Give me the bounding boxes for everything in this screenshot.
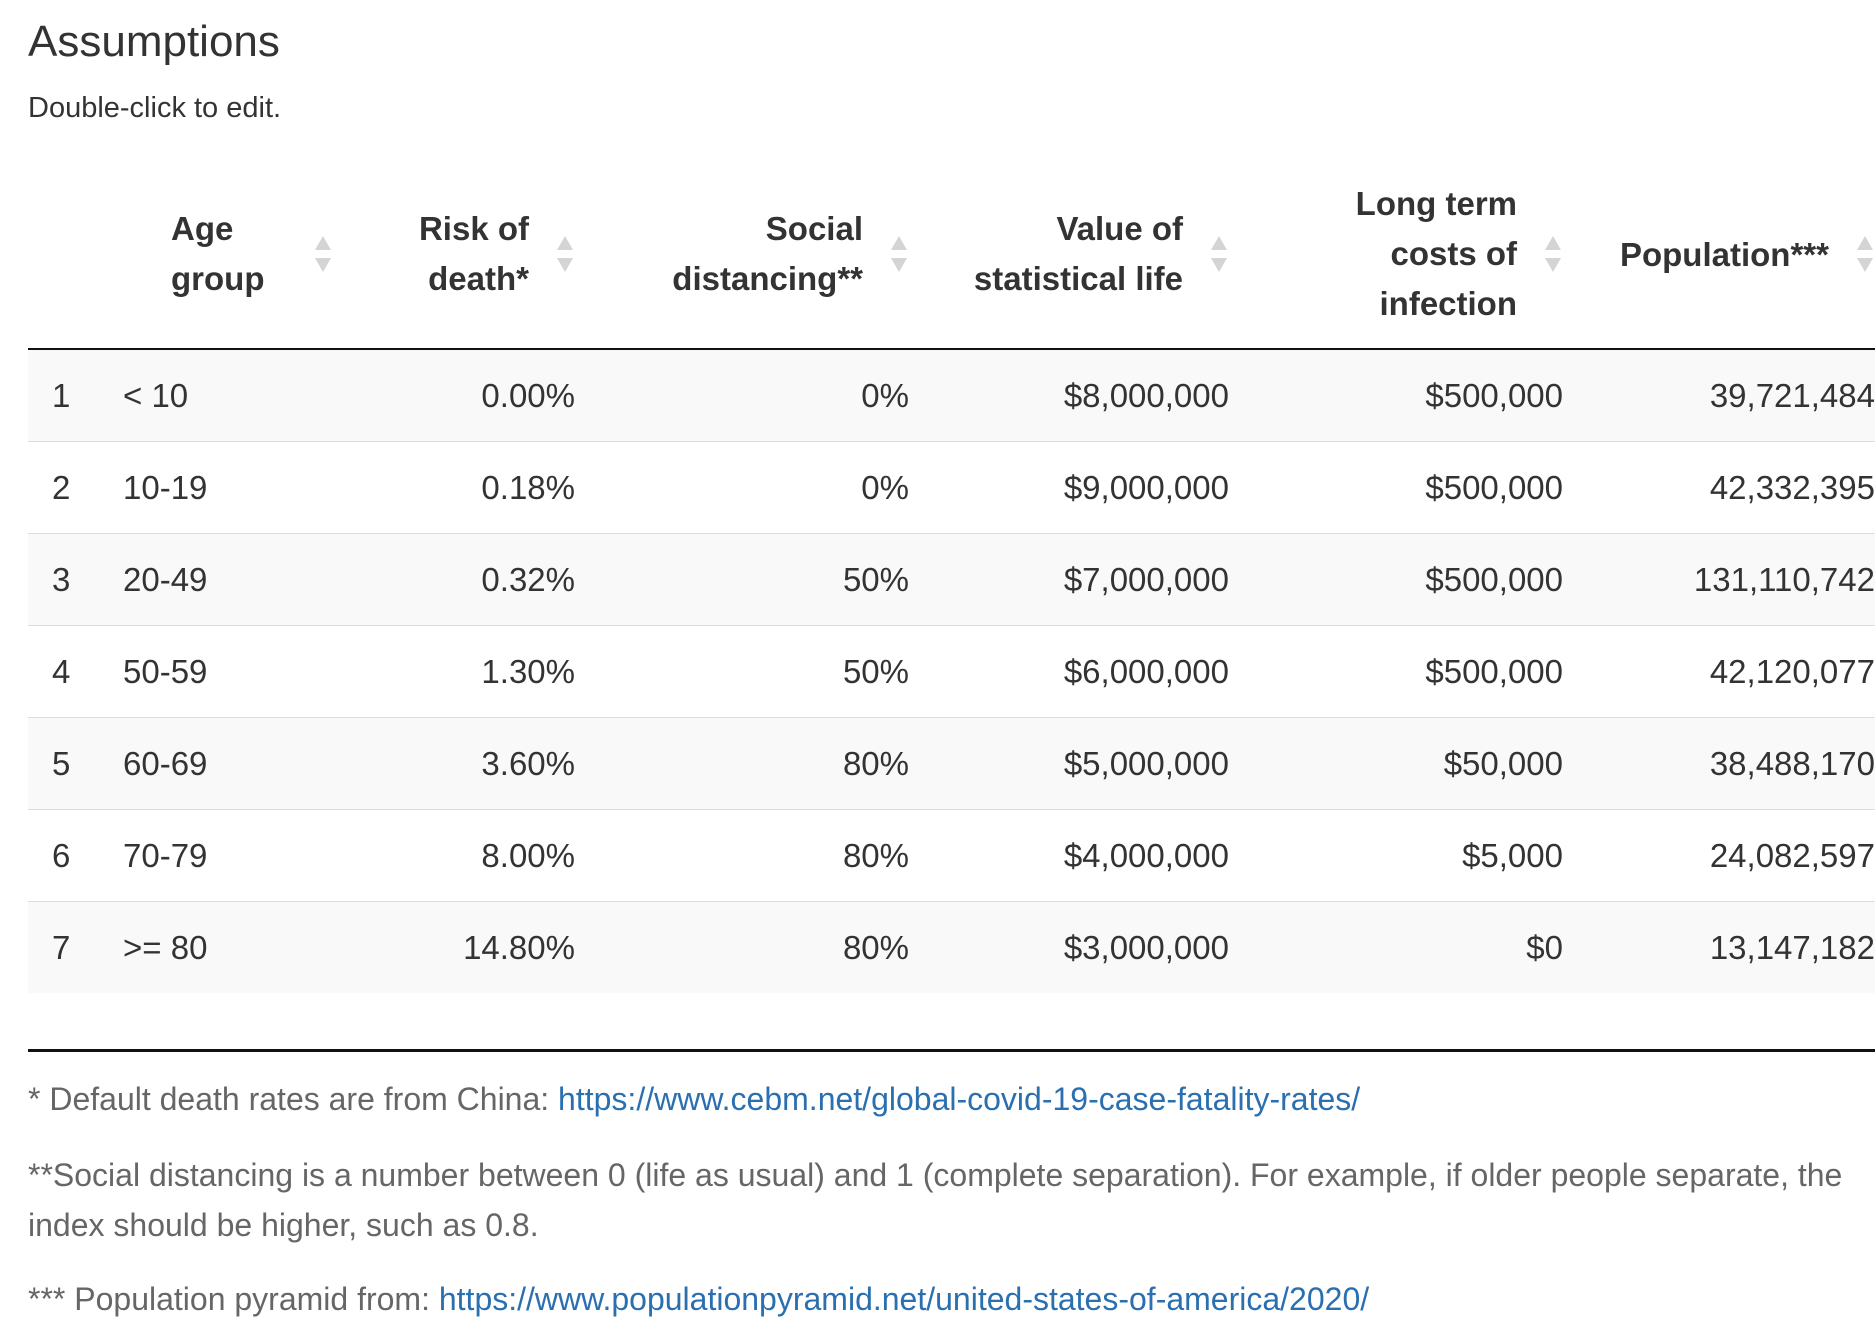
column-header-label: statistical life xyxy=(973,260,1183,297)
cell-value-of-statistical-life[interactable]: $6,000,000 xyxy=(909,625,1229,718)
cell-population[interactable]: 42,332,395 xyxy=(1563,441,1875,534)
cell-age-group[interactable]: 50-59 xyxy=(123,625,333,718)
table-row[interactable]: 5 60-69 3.60% 80% $5,000,000 $50,000 38,… xyxy=(28,717,1875,810)
cell-value-of-statistical-life[interactable]: $3,000,000 xyxy=(909,901,1229,993)
cell-risk-of-death[interactable]: 8.00% xyxy=(333,809,575,902)
cell-age-group[interactable]: 10-19 xyxy=(123,441,333,534)
row-index: 2 xyxy=(28,441,123,534)
cell-social-distancing[interactable]: 80% xyxy=(575,717,909,810)
table-row[interactable]: 2 10-19 0.18% 0% $9,000,000 $500,000 42,… xyxy=(28,441,1875,534)
cell-age-group[interactable]: 60-69 xyxy=(123,717,333,810)
cell-population[interactable]: 131,110,742 xyxy=(1563,533,1875,626)
cell-age-group[interactable]: 70-79 xyxy=(123,809,333,902)
column-header-label: Age xyxy=(171,210,234,247)
cebm-link[interactable]: https://www.cebm.net/global-covid-19-cas… xyxy=(558,1081,1361,1117)
cell-risk-of-death[interactable]: 1.30% xyxy=(333,625,575,718)
cell-social-distancing[interactable]: 80% xyxy=(575,809,909,902)
column-header-label: distancing** xyxy=(672,260,863,297)
cell-age-group[interactable]: < 10 xyxy=(123,377,189,414)
edit-hint: Double-click to edit. xyxy=(28,92,282,124)
cell-long-term-costs[interactable]: $50,000 xyxy=(1229,717,1563,810)
cell-risk-of-death[interactable]: 0.18% xyxy=(333,441,575,534)
row-index: 7 xyxy=(28,901,123,993)
cell-social-distancing[interactable]: 80% xyxy=(575,901,909,993)
cell-risk-of-death[interactable]: 0.32% xyxy=(333,533,575,626)
cell-population[interactable]: 13,147,182 xyxy=(1563,901,1875,993)
cell-value-of-statistical-life[interactable]: $9,000,000 xyxy=(909,441,1229,534)
column-header-value-of-statistical-life[interactable]: Value of statistical life xyxy=(909,160,1229,350)
cell-population[interactable]: 42,120,077 xyxy=(1563,625,1875,718)
table-row[interactable]: 6 70-79 8.00% 80% $4,000,000 $5,000 24,0… xyxy=(28,809,1875,902)
cell-value-of-statistical-life[interactable]: $5,000,000 xyxy=(909,717,1229,810)
column-header-label: Social xyxy=(765,210,863,247)
footnote-social-distancing: **Social distancing is a number between … xyxy=(28,1157,1843,1243)
column-header-label: costs of xyxy=(1390,235,1517,272)
row-index: 5 xyxy=(28,717,123,810)
cell-social-distancing[interactable]: 50% xyxy=(575,533,909,626)
cell-long-term-costs[interactable]: $500,000 xyxy=(1425,377,1563,414)
cell-long-term-costs[interactable]: $0 xyxy=(1229,901,1563,993)
assumptions-table: Age group Risk of death* xyxy=(28,160,1875,993)
cell-population[interactable]: 39,721,484 xyxy=(1709,377,1875,414)
sort-both-icon[interactable] xyxy=(889,232,909,276)
row-index: 6 xyxy=(28,809,123,902)
column-header-label: Risk of xyxy=(418,210,529,247)
column-header-label: group xyxy=(171,260,265,297)
cell-long-term-costs[interactable]: $500,000 xyxy=(1229,625,1563,718)
column-header-long-term-costs[interactable]: Long term costs of infection xyxy=(1229,160,1563,350)
row-index: 1 xyxy=(52,377,71,414)
column-header-label: Population*** xyxy=(1619,236,1829,274)
footnote-text: *** Population pyramid from: xyxy=(28,1281,439,1317)
table-body: 1 < 10 0.00% 0% $8,000,000 $500,000 39,7… xyxy=(28,349,1875,993)
cell-social-distancing[interactable]: 0% xyxy=(861,377,909,414)
cell-population[interactable]: 24,082,597 xyxy=(1563,809,1875,902)
column-header-label: Value of xyxy=(1056,210,1183,247)
row-index: 3 xyxy=(28,533,123,626)
footnote-text: * Default death rates are from China: xyxy=(28,1081,559,1117)
table-row[interactable]: 1 < 10 0.00% 0% $8,000,000 $500,000 39,7… xyxy=(28,349,1875,442)
footnote-population: *** Population pyramid from: https://www… xyxy=(28,1274,1848,1324)
column-header-label: Long term xyxy=(1355,185,1517,222)
footnote-death-rates: * Default death rates are from China: ht… xyxy=(28,1074,1848,1124)
sort-both-icon[interactable] xyxy=(1209,232,1229,276)
table-header-row: Age group Risk of death* xyxy=(28,160,1875,350)
cell-long-term-costs[interactable]: $5,000 xyxy=(1229,809,1563,902)
population-pyramid-link[interactable]: https://www.populationpyramid.net/united… xyxy=(438,1281,1370,1317)
row-index: 4 xyxy=(28,625,123,718)
table-row[interactable]: 3 20-49 0.32% 50% $7,000,000 $500,000 13… xyxy=(28,533,1875,626)
cell-age-group[interactable]: 20-49 xyxy=(123,533,333,626)
sort-both-icon[interactable] xyxy=(1855,232,1875,276)
cell-risk-of-death[interactable]: 14.80% xyxy=(333,901,575,993)
column-header-label: death* xyxy=(428,260,529,297)
cell-social-distancing[interactable]: 0% xyxy=(575,441,909,534)
cell-value-of-statistical-life[interactable]: $4,000,000 xyxy=(909,809,1229,902)
footer-divider xyxy=(28,1049,1875,1052)
column-header-age-group[interactable]: Age group xyxy=(123,160,333,350)
column-header-label: infection xyxy=(1379,285,1518,322)
column-header-risk-of-death[interactable]: Risk of death* xyxy=(333,160,575,350)
column-header-social-distancing[interactable]: Social distancing** xyxy=(575,160,909,350)
cell-long-term-costs[interactable]: $500,000 xyxy=(1229,533,1563,626)
cell-population[interactable]: 38,488,170 xyxy=(1563,717,1875,810)
sort-both-icon[interactable] xyxy=(555,232,575,276)
cell-age-group[interactable]: >= 80 xyxy=(123,901,333,993)
sort-both-icon[interactable] xyxy=(313,232,333,276)
cell-social-distancing[interactable]: 50% xyxy=(575,625,909,718)
cell-long-term-costs[interactable]: $500,000 xyxy=(1229,441,1563,534)
column-header-index xyxy=(28,160,123,350)
page-title: Assumptions xyxy=(28,17,280,66)
cell-value-of-statistical-life[interactable]: $8,000,000 xyxy=(1063,377,1229,414)
cell-risk-of-death[interactable]: 3.60% xyxy=(333,717,575,810)
sort-both-icon[interactable] xyxy=(1543,232,1563,276)
table-row[interactable]: 4 50-59 1.30% 50% $6,000,000 $500,000 42… xyxy=(28,625,1875,718)
column-header-population[interactable]: Population*** xyxy=(1563,160,1875,350)
table-row[interactable]: 7 >= 80 14.80% 80% $3,000,000 $0 13,147,… xyxy=(28,901,1875,993)
cell-value-of-statistical-life[interactable]: $7,000,000 xyxy=(909,533,1229,626)
cell-risk-of-death[interactable]: 0.00% xyxy=(481,377,575,414)
